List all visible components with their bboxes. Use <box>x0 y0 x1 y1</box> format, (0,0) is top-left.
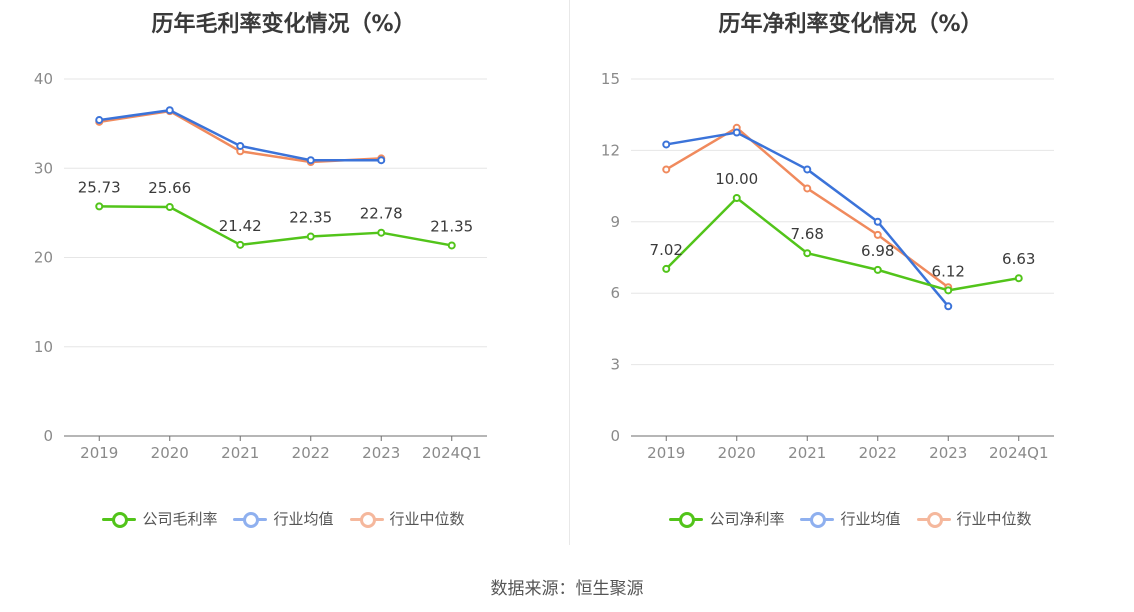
data-label: 25.73 <box>78 178 121 196</box>
data-point <box>377 228 386 237</box>
legend-label: 行业均值 <box>840 510 901 528</box>
data-point <box>873 265 882 274</box>
legend-item-industry-median[interactable]: 行业中位数 <box>916 508 1032 529</box>
data-label: 7.68 <box>791 225 824 243</box>
data-label: 22.35 <box>289 209 332 227</box>
data-point <box>662 264 671 273</box>
x-tick-label: 2022 <box>859 444 897 462</box>
data-point <box>803 165 812 174</box>
x-tick-label: 2023 <box>929 444 967 462</box>
legend: 公司净利率 行业均值 行业中位数 <box>567 508 1134 529</box>
legend-line-icon <box>233 511 268 528</box>
x-tick-label: 2021 <box>788 444 826 462</box>
data-point <box>165 202 174 211</box>
y-tick-label: 40 <box>34 70 53 88</box>
gross-margin-chart: 0 10 20 30 40 2019 2020 2021 2022 2023 2024Q1 25.73… <box>34 70 487 462</box>
y-tick-label: 0 <box>610 427 620 445</box>
data-point <box>306 232 315 241</box>
data-label: 22.78 <box>360 205 403 223</box>
data-point <box>447 241 456 250</box>
series-line <box>666 131 950 308</box>
x-tick-label: 2019 <box>80 444 118 462</box>
x-tick-label: 2021 <box>221 444 259 462</box>
legend-label: 行业中位数 <box>389 510 465 528</box>
data-point <box>732 194 741 202</box>
chart-title: 历年毛利率变化情况（%） <box>151 12 416 37</box>
x-tick-label: 2024Q1 <box>422 444 482 462</box>
chart-title: 历年净利率变化情况（%） <box>718 12 983 37</box>
y-tick-label: 3 <box>610 356 620 374</box>
legend-item-industry-median[interactable]: 行业中位数 <box>349 508 465 529</box>
data-point <box>803 184 812 193</box>
y-tick-label: 15 <box>601 70 620 88</box>
data-label: 6.12 <box>932 262 965 280</box>
net-margin-panel: 历年净利率变化情况（%） 0 3 6 9 12 15 2019 2020 2021 2022 202… <box>567 0 1134 560</box>
data-point <box>306 156 315 165</box>
x-tick-label: 2020 <box>718 444 756 462</box>
data-label: 21.35 <box>430 217 473 235</box>
legend-item-company[interactable]: 公司净利率 <box>669 508 784 529</box>
y-tick-label: 0 <box>43 427 53 445</box>
y-tick-label: 30 <box>34 159 53 177</box>
data-point <box>873 230 882 239</box>
legend-label: 行业中位数 <box>956 510 1032 528</box>
series-line <box>99 205 452 247</box>
data-point <box>944 302 953 311</box>
y-tick-label: 10 <box>34 338 53 356</box>
data-point <box>662 140 671 149</box>
x-tick-label: 2020 <box>151 444 189 462</box>
data-point <box>95 202 104 211</box>
legend-label: 行业均值 <box>273 510 334 528</box>
data-label: 7.02 <box>650 241 683 259</box>
data-point <box>95 116 104 125</box>
data-point <box>236 240 245 249</box>
data-point <box>732 128 741 137</box>
data-point <box>944 286 953 295</box>
data-source: 数据来源：恒生聚源 <box>490 579 644 599</box>
data-point <box>165 106 174 115</box>
data-label: 6.98 <box>861 242 894 260</box>
legend-line-icon <box>102 511 137 528</box>
legend-line-icon <box>669 511 704 528</box>
net-margin-chart: 0 3 6 9 12 15 2019 2020 2021 2022 2023 2024Q1 7.02 10… <box>601 70 1054 462</box>
legend-item-industry-mean[interactable]: 行业均值 <box>233 508 334 529</box>
data-label: 25.66 <box>148 179 191 197</box>
legend-item-industry-mean[interactable]: 行业均值 <box>800 508 901 529</box>
legend-label: 公司净利率 <box>709 510 785 528</box>
series-line <box>665 126 949 289</box>
legend-label: 公司毛利率 <box>142 510 218 528</box>
legend-line-icon <box>349 511 384 528</box>
data-point <box>377 156 386 165</box>
data-point <box>662 165 671 174</box>
data-label: 10.00 <box>715 170 758 188</box>
x-tick-label: 2022 <box>292 444 330 462</box>
legend-line-icon <box>916 511 951 528</box>
y-tick-label: 12 <box>601 141 620 159</box>
y-tick-label: 9 <box>610 213 620 231</box>
legend: 公司毛利率 行业均值 行业中位数 <box>0 508 567 529</box>
legend-line-icon <box>800 511 835 528</box>
gross-margin-panel: 历年毛利率变化情况（%） 0 10 20 30 40 2019 2020 2021 2022 20… <box>0 0 567 560</box>
legend-item-company[interactable]: 公司毛利率 <box>102 508 217 529</box>
data-label: 6.63 <box>1002 250 1035 268</box>
data-point <box>873 217 882 226</box>
series-line <box>665 196 1019 292</box>
y-tick-label: 20 <box>34 249 53 267</box>
data-label: 21.42 <box>219 217 262 235</box>
data-point <box>1014 274 1023 283</box>
data-point <box>803 249 812 258</box>
x-tick-label: 2024Q1 <box>989 444 1049 462</box>
x-tick-label: 2023 <box>362 444 400 462</box>
data-point <box>236 141 245 150</box>
y-tick-label: 6 <box>610 284 620 302</box>
x-tick-label: 2019 <box>647 444 685 462</box>
panel-divider <box>569 0 570 545</box>
